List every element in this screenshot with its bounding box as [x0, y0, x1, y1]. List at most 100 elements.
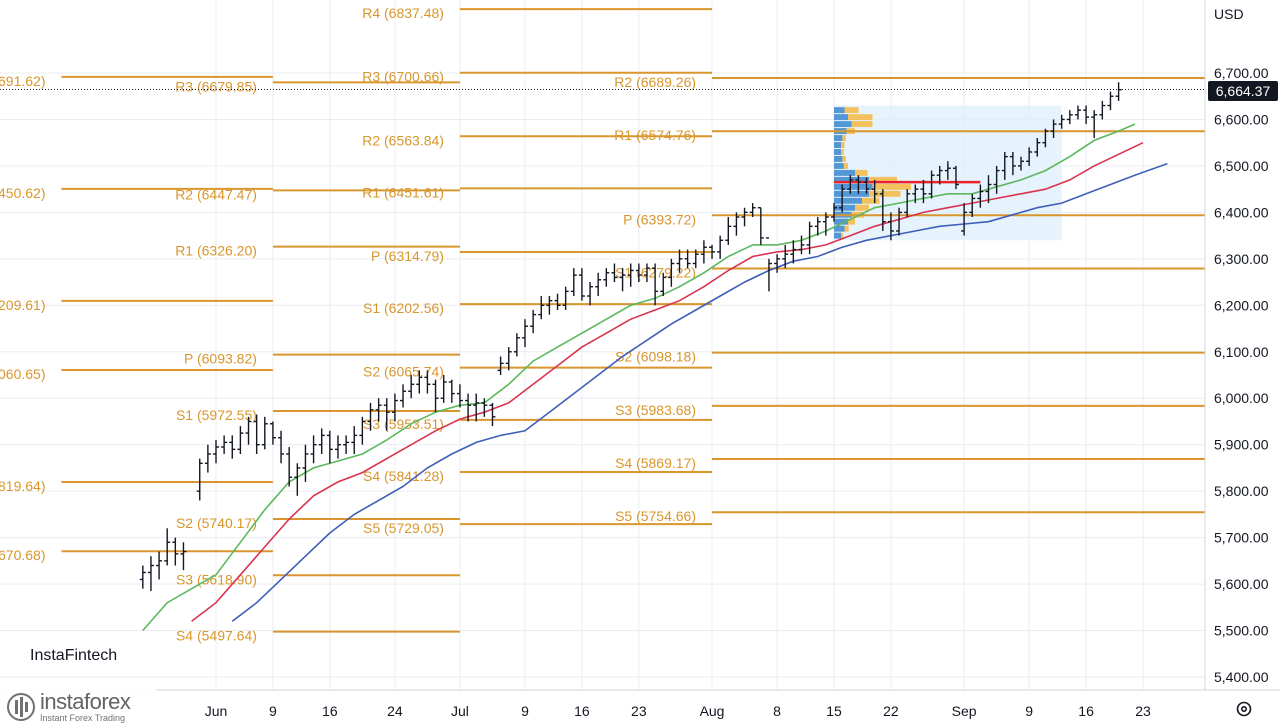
- ohlc-bar: [587, 282, 594, 306]
- volume-bar-down: [834, 169, 855, 176]
- ohlc-bar: [326, 430, 333, 464]
- pivot-label-r1: R1 (6451.61): [362, 184, 444, 200]
- ohlc-bar: [481, 398, 488, 417]
- ohlc-bar: [782, 244, 789, 269]
- ohlc-bar: [1083, 105, 1090, 125]
- volume-bar-down: [834, 107, 845, 114]
- x-tick-label: Jun: [205, 703, 228, 719]
- ohlc-bar: [1066, 110, 1073, 125]
- pivot-label-r3: R3 (6700.66): [362, 69, 444, 85]
- ohlc-bar: [164, 528, 171, 566]
- pivot-label-s3: S3 (5953.51): [363, 416, 444, 432]
- ohlc-bar: [814, 217, 821, 236]
- x-tick-label: Aug: [700, 703, 725, 719]
- volume-bar-down: [834, 225, 845, 232]
- pivot-label-r1: R1 (6060.65): [0, 366, 46, 382]
- volume-bar-up: [855, 169, 868, 176]
- ohlc-bar: [424, 370, 431, 394]
- volume-bar-down: [834, 135, 843, 142]
- pivot-label-p: P (6314.79): [371, 248, 444, 264]
- ohlc-bar: [318, 428, 325, 454]
- ohlc-bar: [749, 203, 756, 218]
- ma-line-fast: [142, 123, 1136, 632]
- ohlc-bar: [286, 447, 293, 487]
- pivot-label-s1: S1 (5670.68): [0, 547, 46, 563]
- volume-bar-up: [841, 142, 845, 148]
- ohlc-bar: [611, 263, 618, 283]
- ohlc-bar: [221, 435, 228, 454]
- ohlc-bar: [522, 319, 528, 348]
- x-tick-label: 16: [1078, 703, 1094, 719]
- volume-bar-down: [834, 149, 841, 155]
- price-axis: 6,700.00 6,600.00 6,500.00 6,400.00 6,300.00…: [1204, 0, 1280, 725]
- gear-icon: [1236, 701, 1252, 717]
- current-price-tag: 6,664.37: [1208, 81, 1278, 101]
- current-price-value: 6,664.37: [1215, 83, 1271, 99]
- ohlc-bar: [456, 384, 463, 408]
- y-tick-label: 5,800.00: [1214, 483, 1269, 499]
- volume-bar-up: [842, 135, 846, 142]
- ohlc-bar: [196, 458, 203, 501]
- ohlc-bar: [465, 393, 472, 422]
- ohlc-bar: [440, 375, 447, 403]
- ohlc-bar: [790, 240, 797, 264]
- ohlc-bar: [839, 184, 846, 213]
- volume-bar-up: [848, 114, 873, 121]
- x-tick-label: 16: [322, 703, 338, 719]
- y-tick-label: 6,500.00: [1214, 158, 1269, 174]
- ohlc-bar: [595, 272, 602, 297]
- ohlc-bar: [367, 402, 374, 431]
- x-tick-label: 8: [773, 703, 781, 719]
- ohlc-bar: [269, 421, 276, 445]
- ohlc-bar: [985, 175, 992, 204]
- ohlc-bar: [717, 235, 724, 259]
- time-axis-background: [0, 690, 1280, 725]
- ohlc-bar: [375, 398, 382, 422]
- volume-bar-down: [834, 197, 862, 204]
- ohlc-bar: [538, 296, 545, 320]
- ohlc-bars: [139, 82, 1122, 592]
- ohlc-bar: [237, 426, 244, 454]
- currency-label: USD: [1214, 6, 1244, 22]
- ohlc-bar: [725, 217, 732, 245]
- pivot-label-s4: S4 (5497.64): [176, 628, 257, 644]
- ohlc-bar: [513, 333, 520, 357]
- volume-bar-up: [869, 190, 901, 197]
- y-tick-label: 6,000.00: [1214, 390, 1269, 406]
- ohlc-bar: [822, 212, 829, 236]
- ohlc-bar: [896, 207, 903, 236]
- ohlc-bar: [831, 203, 837, 222]
- ohlc-bar: [172, 537, 179, 566]
- ohlc-bar: [497, 356, 504, 375]
- ohlc-bar: [676, 249, 683, 273]
- ohlc-bar: [213, 440, 219, 464]
- ma-line-mid: [191, 141, 1144, 622]
- ohlc-bar: [1058, 114, 1065, 129]
- ohlc-bar: [798, 235, 805, 255]
- ohlc-bar: [400, 384, 407, 408]
- settings-button[interactable]: [1233, 698, 1255, 720]
- y-tick-label: 6,200.00: [1214, 297, 1269, 313]
- ohlc-bar: [757, 207, 764, 245]
- pivot-label-s5: S5 (5754.66): [615, 508, 696, 524]
- currency-selector[interactable]: USD: [1206, 0, 1280, 28]
- ohlc-bar: [1074, 105, 1081, 120]
- ohlc-bar: [733, 212, 740, 236]
- volume-bar-down: [834, 155, 843, 162]
- ohlc-bar: [562, 286, 569, 310]
- volume-bar-up: [843, 162, 848, 169]
- ohlc-bar: [847, 175, 854, 194]
- logo-tagline: Instant Forex Trading: [40, 712, 126, 723]
- time-axis: Jun 9 16 24 Jul 9 16 23 Aug 8 15 22 Sep 9 16 23: [0, 689, 1280, 725]
- ohlc-bar: [278, 430, 285, 464]
- pivot-label-p: P (6093.82): [184, 351, 257, 367]
- x-tick-label: 23: [1135, 703, 1151, 719]
- ohlc-bar: [765, 237, 772, 292]
- y-tick-label: 5,700.00: [1214, 530, 1269, 546]
- x-tick-label: 16: [574, 703, 590, 719]
- ohlc-bar: [936, 165, 943, 185]
- ohlc-bar: [245, 416, 252, 445]
- pivot-label-r1: R1 (6574.76): [614, 127, 696, 143]
- x-tick-label: 9: [269, 703, 277, 719]
